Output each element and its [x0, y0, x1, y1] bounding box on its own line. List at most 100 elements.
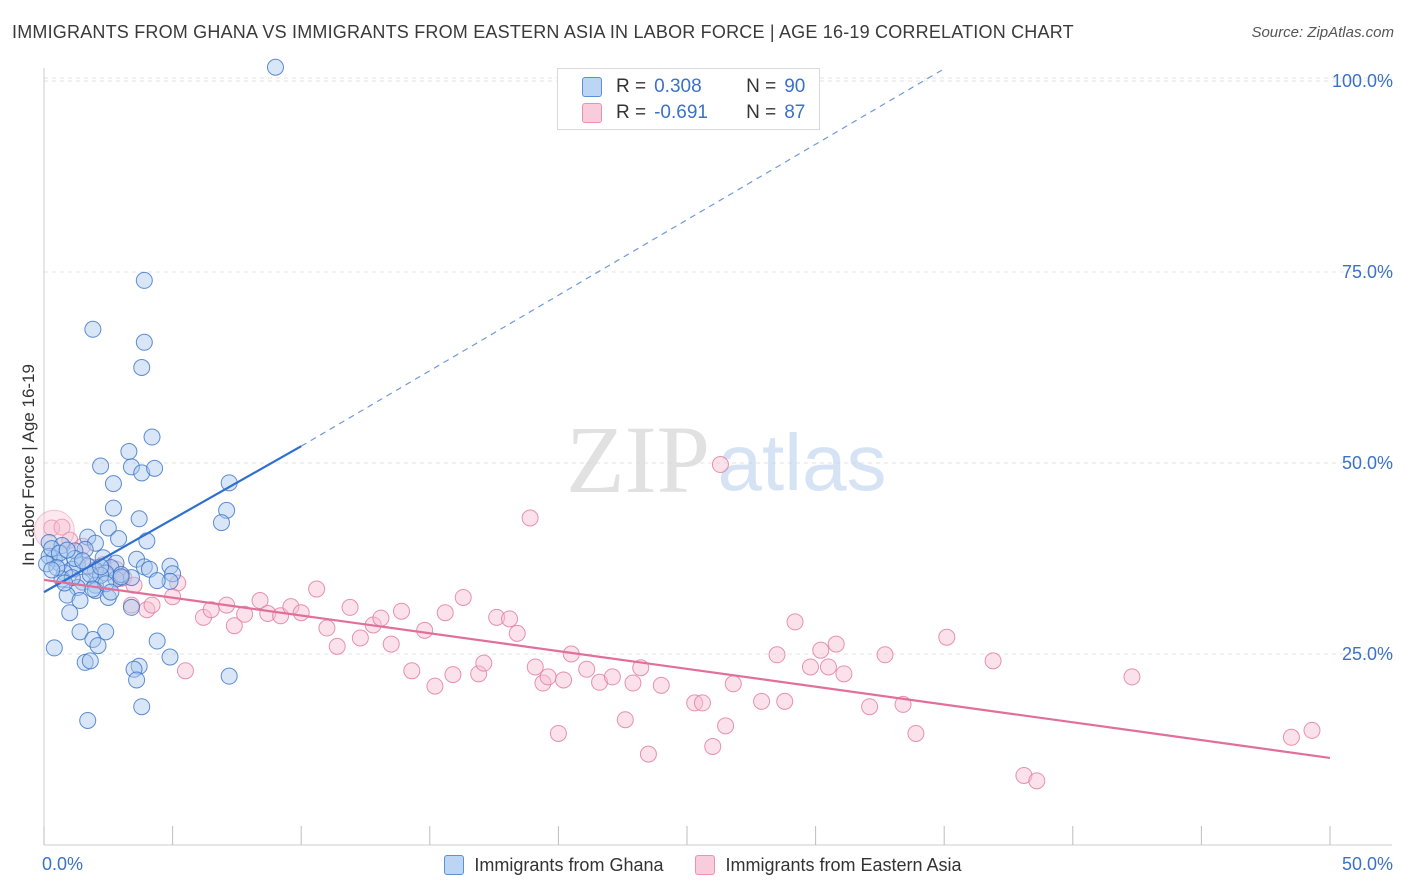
point-ghana [92, 558, 110, 576]
trend-line-ghana [43, 445, 302, 594]
point-eastern-asia [984, 652, 1002, 670]
trend-lines [43, 68, 1331, 759]
series-ghana-points [38, 58, 284, 729]
legend-swatch-blue [582, 77, 602, 97]
watermark-zip: ZIP [566, 406, 710, 513]
point-ghana [99, 519, 117, 537]
point-eastern-asia [1282, 728, 1300, 746]
legend-r-label: R = [616, 102, 647, 123]
point-eastern-asia [143, 596, 161, 614]
point-eastern-asia [292, 604, 310, 622]
point-eastern-asia [444, 666, 462, 684]
point-eastern-asia [776, 692, 794, 710]
point-eastern-asia [225, 617, 243, 635]
point-eastern-asia [876, 646, 894, 664]
point-eastern-asia [202, 601, 220, 619]
legend-r-value: 0.308 [654, 76, 702, 97]
point-ghana [102, 583, 120, 601]
point-eastern-asia [578, 660, 596, 678]
point-ghana [92, 457, 110, 475]
legend-r-label: R = [616, 76, 647, 97]
point-eastern-asia [812, 641, 830, 659]
y-tick-label: 100.0% [1332, 71, 1393, 91]
point-eastern-asia [475, 654, 493, 672]
legend-n-label: N = [746, 76, 777, 97]
point-ghana [43, 561, 61, 579]
point-ghana [138, 532, 156, 550]
point-eastern-asia [549, 724, 567, 742]
point-ghana [86, 534, 104, 552]
point-eastern-asia [768, 646, 786, 664]
point-ghana [97, 623, 115, 641]
legend-n-label: N = [746, 102, 777, 123]
point-ghana [133, 359, 151, 376]
legend-swatch-pink [582, 103, 602, 123]
point-ghana [122, 598, 140, 616]
point-eastern-asia [1028, 772, 1046, 790]
point-eastern-asia [652, 676, 670, 694]
point-ghana [146, 459, 164, 477]
point-ghana [161, 572, 179, 590]
point-ghana [266, 58, 284, 76]
legend-item-ghana[interactable]: Immigrants from Ghana [444, 855, 663, 876]
point-eastern-asia [827, 635, 845, 653]
point-ghana [143, 428, 161, 446]
point-ghana [133, 698, 151, 716]
point-ghana [148, 572, 166, 590]
point-eastern-asia [1123, 668, 1141, 686]
point-ghana [135, 271, 153, 289]
correlation-legend: R = 0.308 N = 90 R = -0.691 N = 87 [557, 68, 820, 130]
point-eastern-asia [938, 628, 956, 646]
point-ghana [212, 514, 230, 532]
point-eastern-asia [591, 673, 609, 691]
point-eastern-asia [328, 637, 346, 655]
point-eastern-asia [521, 509, 539, 527]
point-eastern-asia [488, 608, 506, 626]
point-ghana [130, 510, 148, 528]
y-tick-label: 75.0% [1342, 262, 1393, 282]
grid-lines [44, 77, 1392, 655]
source-credit: Source: ZipAtlas.com [1251, 24, 1394, 41]
point-ghana [135, 333, 153, 351]
y-tick-label: 25.0% [1342, 644, 1393, 664]
point-eastern-asia [351, 629, 369, 647]
axes [43, 68, 1392, 846]
point-eastern-asia [1015, 766, 1033, 784]
series-eastern-asia-points [33, 456, 1321, 790]
point-eastern-asia [693, 694, 711, 712]
legend-item-eastern-asia[interactable]: Immigrants from Eastern Asia [695, 855, 962, 876]
point-ghana [84, 320, 102, 338]
legend-row-ghana: R = 0.308 N = 90 [582, 75, 805, 99]
point-ghana [104, 475, 122, 493]
point-eastern-asia [251, 592, 269, 610]
x-tick-label: 50.0% [1342, 854, 1393, 874]
legend-n-value: 87 [784, 102, 806, 123]
point-eastern-asia [454, 588, 472, 606]
point-ghana [120, 443, 138, 461]
point-ghana [128, 671, 146, 689]
point-eastern-asia [639, 745, 657, 763]
point-eastern-asia [907, 724, 925, 742]
point-eastern-asia [861, 698, 879, 716]
point-eastern-asia [426, 677, 444, 695]
point-ghana [61, 604, 79, 622]
point-ghana [89, 637, 107, 655]
point-ghana [110, 530, 128, 548]
watermark-atlas: atlas [718, 418, 887, 507]
point-eastern-asia [176, 662, 194, 680]
point-ghana [122, 458, 140, 476]
point-eastern-asia [372, 609, 390, 627]
point-eastern-asia [539, 668, 557, 686]
x-tick-label: 0.0% [42, 854, 83, 874]
point-eastern-asia [603, 668, 621, 686]
point-eastern-asia [711, 456, 729, 474]
point-eastern-asia [436, 604, 454, 622]
point-eastern-asia [555, 671, 573, 689]
point-eastern-asia [308, 580, 326, 598]
point-eastern-asia [53, 518, 71, 536]
point-ghana [79, 711, 97, 729]
point-eastern-asia [382, 635, 400, 653]
y-axis-label: In Labor Force | Age 16-19 [19, 364, 38, 566]
legend-swatch-blue [444, 855, 465, 875]
